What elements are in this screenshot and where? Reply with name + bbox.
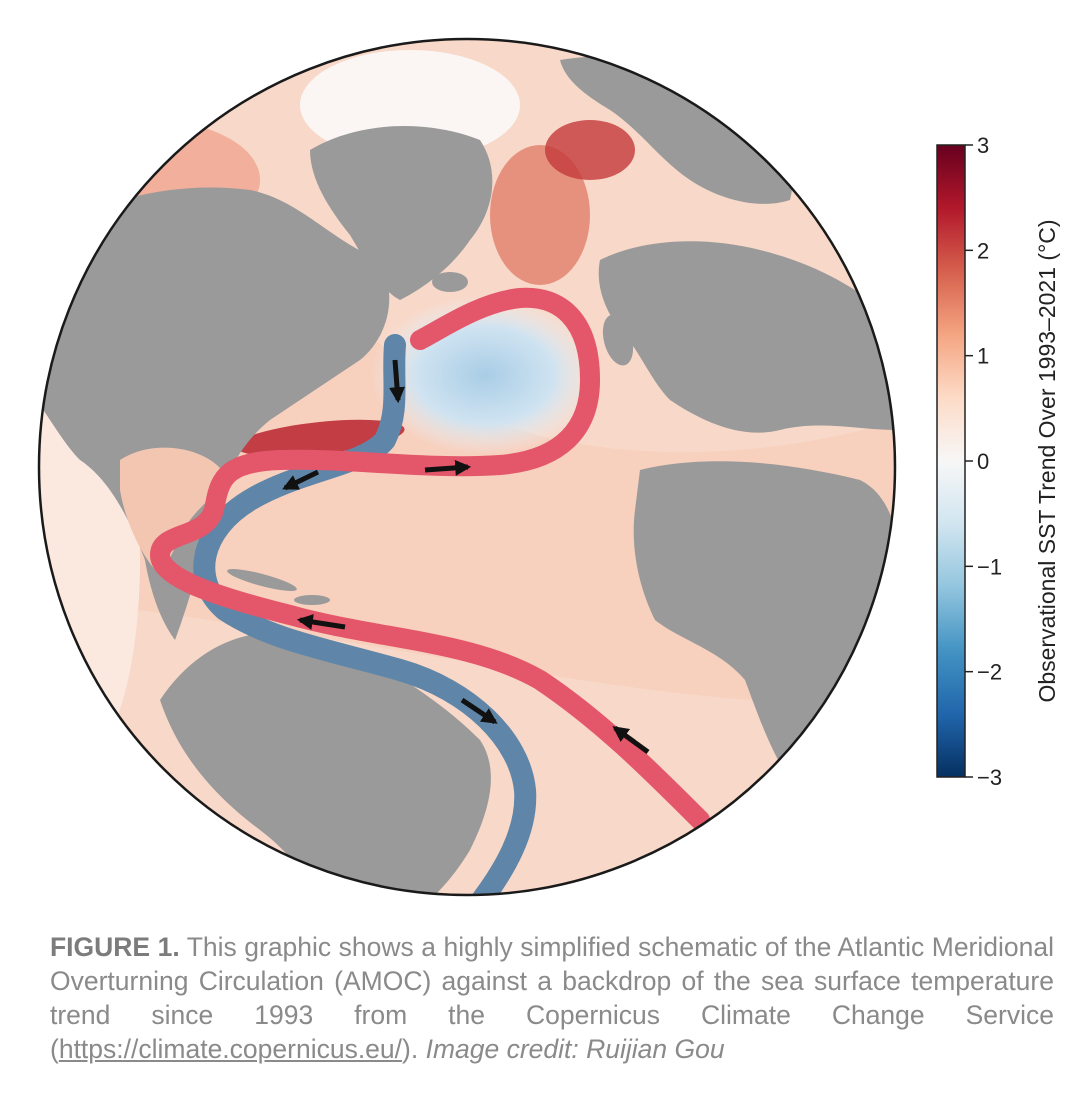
cuba: [227, 569, 297, 591]
south-america: [160, 632, 491, 895]
arrow-east-north-atlantic: [424, 459, 472, 476]
arrow-southwest-deep: [282, 469, 320, 491]
colorbar-ticks: 3 2 1 0 −1 −2 −3: [965, 133, 1002, 790]
arrow-west-tropics: [296, 614, 346, 630]
colorbar: 3 2 1 0 −1 −2 −3 Observational SST Trend Over …: [936, 133, 1060, 790]
colorbar-tick-label: −1: [977, 554, 1002, 579]
caption-text: This graphic shows a highly simplified s…: [50, 932, 1054, 1064]
caption-after-url: ).: [402, 1034, 426, 1064]
map-figure: 3 2 1 0 −1 −2 −3 Observational SST Trend Over …: [37, 37, 1060, 897]
colorbar-tick-label: 1: [977, 344, 989, 369]
colorbar-title: Observational SST Trend Over 1993–2021 (…: [1034, 219, 1060, 702]
arrow-southeast-deep: [460, 697, 498, 725]
colorbar-tick-label: 2: [977, 238, 989, 263]
figure-area: 3 2 1 0 −1 −2 −3 Observational SST Trend Over …: [37, 37, 1060, 897]
globe: [37, 37, 897, 897]
globe-outline: [37, 37, 897, 897]
colorbar-tick-label: 0: [977, 449, 989, 474]
flow-arrows: [282, 359, 650, 755]
land: [39, 56, 895, 895]
figure-caption: FIGURE 1. This graphic shows a highly si…: [50, 930, 1054, 1066]
greenland: [310, 126, 493, 300]
barents-warm-anomaly: [545, 120, 635, 180]
caption-credit: Image credit: Ruijian Gou: [425, 1034, 725, 1064]
arrow-northwest-south-atlantic: [612, 725, 650, 755]
colorbar-tick-label: −2: [977, 660, 1002, 685]
colorbar-tick-label: −3: [977, 765, 1002, 790]
caption-url-link[interactable]: https://climate.copernicus.eu/: [58, 1034, 403, 1064]
warm-current: [150, 287, 710, 830]
colorbar-gradient: [936, 144, 966, 778]
colorbar-tick-label: 3: [977, 133, 989, 158]
gulf-of-mexico-coast: [120, 447, 223, 575]
british-isles: [602, 314, 634, 366]
caption-lead: FIGURE 1.: [50, 932, 180, 962]
arrow-south-labrador: [389, 359, 406, 404]
hispaniola: [294, 595, 330, 605]
cold-current: [193, 334, 537, 895]
north-america: [39, 187, 390, 640]
europe: [598, 241, 895, 433]
iceland: [432, 272, 468, 292]
norwegian-warm-anomaly: [490, 145, 590, 285]
amoc-currents: [150, 287, 710, 895]
